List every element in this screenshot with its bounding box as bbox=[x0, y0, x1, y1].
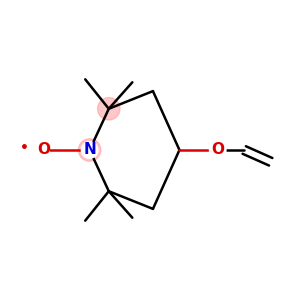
Text: •: • bbox=[20, 141, 28, 154]
Circle shape bbox=[79, 139, 101, 161]
Circle shape bbox=[81, 142, 98, 158]
Text: N: N bbox=[83, 142, 96, 158]
Text: O: O bbox=[211, 142, 224, 158]
Circle shape bbox=[98, 98, 120, 120]
Circle shape bbox=[209, 142, 226, 158]
Text: O: O bbox=[38, 142, 50, 158]
Circle shape bbox=[33, 142, 49, 158]
